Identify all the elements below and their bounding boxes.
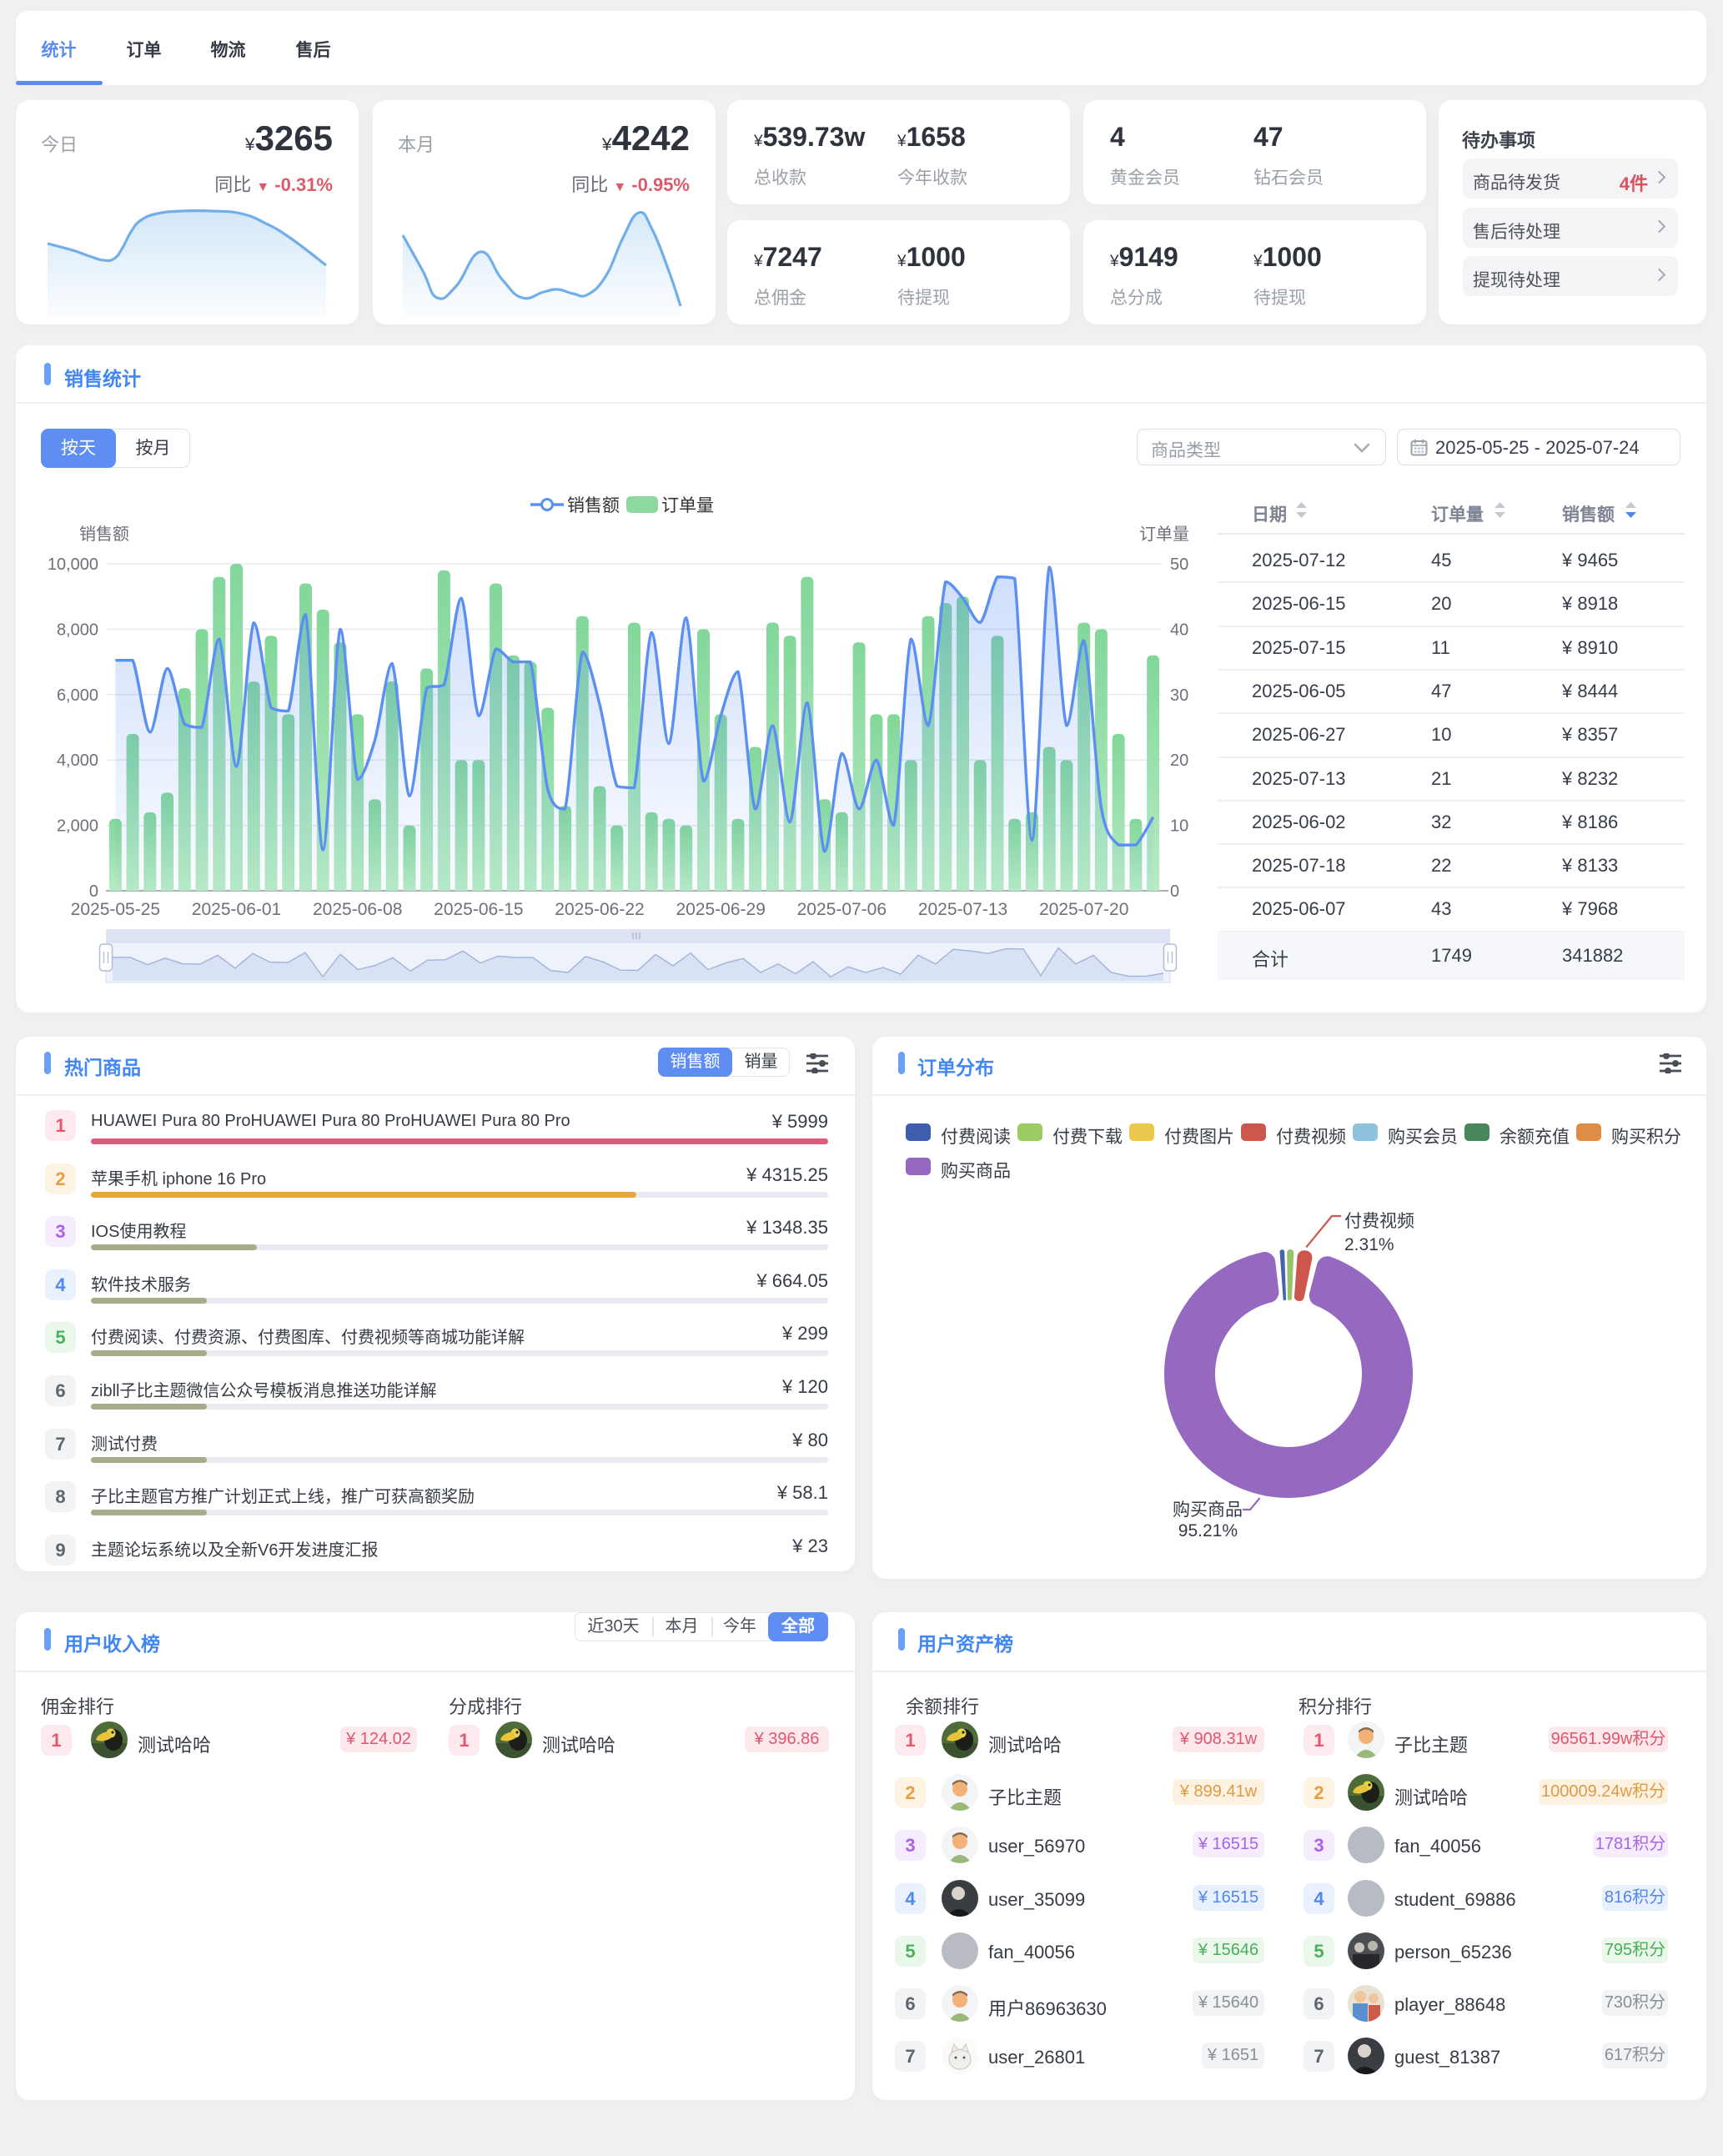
svg-text:订单量: 订单量 bbox=[1139, 525, 1189, 544]
svg-text:50: 50 bbox=[1170, 555, 1188, 574]
svg-text:2025-07-13: 2025-07-13 bbox=[918, 900, 1007, 919]
svg-text:2025-06-29: 2025-06-29 bbox=[676, 900, 765, 919]
svg-text:20: 20 bbox=[1170, 751, 1188, 770]
svg-text:10: 10 bbox=[1170, 817, 1188, 836]
svg-text:2025-06-01: 2025-06-01 bbox=[192, 900, 281, 919]
svg-text:销售额: 销售额 bbox=[567, 496, 620, 515]
svg-text:4,000: 4,000 bbox=[57, 751, 98, 770]
svg-text:购买商品: 购买商品 bbox=[1173, 1500, 1243, 1520]
svg-text:8,000: 8,000 bbox=[57, 621, 98, 639]
svg-text:30: 30 bbox=[1170, 686, 1188, 705]
svg-text:2025-07-20: 2025-07-20 bbox=[1039, 900, 1128, 919]
svg-text:2025-05-25: 2025-05-25 bbox=[71, 900, 160, 919]
svg-text:95.21%: 95.21% bbox=[1178, 1521, 1238, 1540]
svg-text:付费视频: 付费视频 bbox=[1344, 1212, 1414, 1231]
svg-text:0: 0 bbox=[89, 882, 98, 901]
svg-text:6,000: 6,000 bbox=[57, 686, 98, 705]
svg-text:2025-07-06: 2025-07-06 bbox=[797, 900, 887, 919]
svg-text:10,000: 10,000 bbox=[48, 555, 98, 574]
svg-text:订单量: 订单量 bbox=[661, 496, 714, 515]
svg-text:0: 0 bbox=[1170, 882, 1179, 901]
svg-text:2.31%: 2.31% bbox=[1344, 1235, 1394, 1254]
svg-text:2025-06-15: 2025-06-15 bbox=[434, 900, 523, 919]
svg-text:销售额: 销售额 bbox=[79, 525, 129, 544]
svg-text:2,000: 2,000 bbox=[57, 817, 98, 836]
svg-text:2025-06-08: 2025-06-08 bbox=[313, 900, 402, 919]
svg-text:40: 40 bbox=[1170, 621, 1188, 639]
svg-text:2025-06-22: 2025-06-22 bbox=[555, 900, 644, 919]
